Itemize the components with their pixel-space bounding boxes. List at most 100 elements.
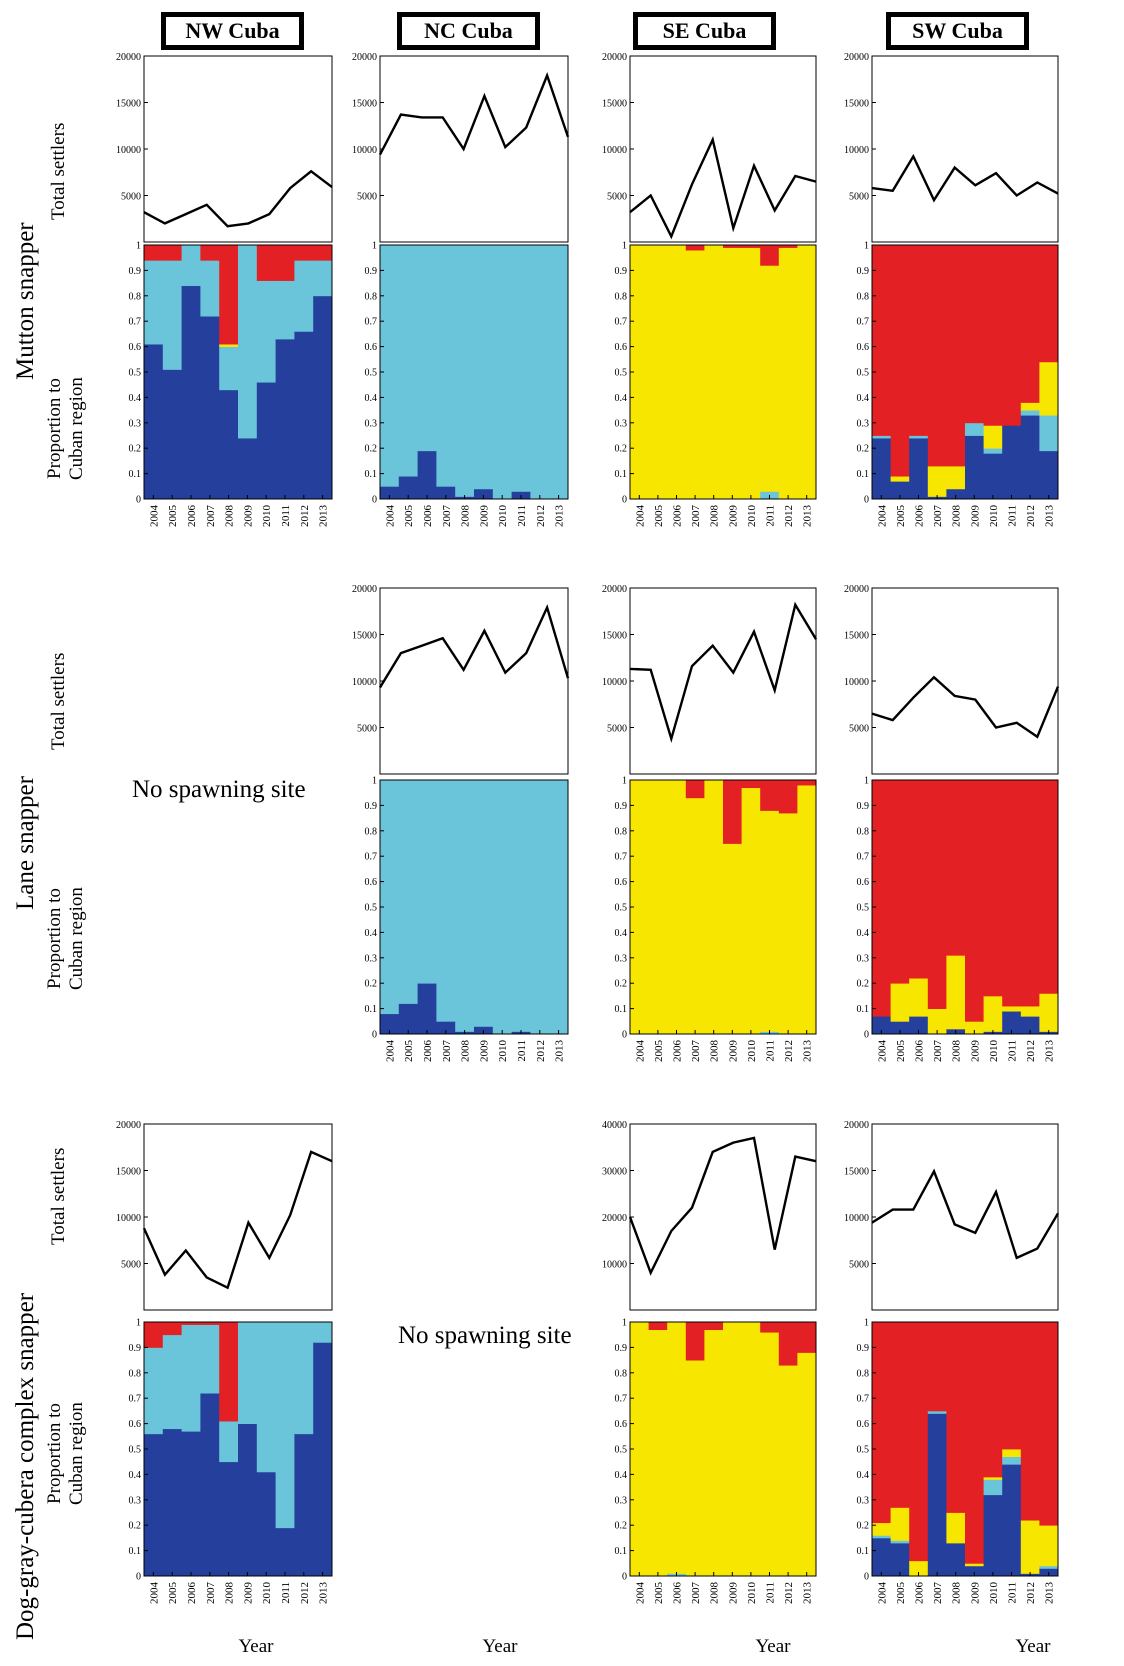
bar-segment-sw xyxy=(909,245,929,436)
x-tick-label: 2012 xyxy=(535,505,547,527)
bar-segment-nw xyxy=(417,450,437,500)
y-tick-label: 15000 xyxy=(116,1167,141,1178)
y-tick-label: 0.8 xyxy=(615,826,628,837)
line-panel-mutton-nc: 5000 10000 15000 20000 xyxy=(352,52,570,243)
bar-segment-se xyxy=(704,245,724,500)
axes-frame xyxy=(871,1123,1059,1311)
x-tick-label: 2009 xyxy=(969,505,981,528)
y-tick-label: 10000 xyxy=(844,677,869,688)
bar-segment-sw xyxy=(275,245,295,281)
y-tick-label: 0.1 xyxy=(365,1004,378,1015)
bar-segment-se xyxy=(1020,1520,1040,1574)
bar-segment-nw xyxy=(256,382,276,500)
y-tick-label: 0.3 xyxy=(129,1495,142,1506)
y-tick-label: 0.6 xyxy=(615,342,628,353)
bar-segment-nc xyxy=(256,1322,276,1473)
y-tick-label: 0.2 xyxy=(365,979,378,990)
y-tick-label: 10000 xyxy=(352,145,377,156)
bar-segment-nc xyxy=(398,245,418,477)
x-tick-label: 2010 xyxy=(746,1582,758,1605)
bar-segment-nw xyxy=(294,1433,314,1577)
ylabel-proportion-line1: Proportion to xyxy=(44,378,65,479)
x-tick-label: 2013 xyxy=(802,1582,814,1605)
bar-segment-sw xyxy=(1039,780,1059,994)
bar-segment-sw xyxy=(778,1322,798,1366)
y-tick-label: 20000 xyxy=(844,584,869,595)
x-tick-label: 2013 xyxy=(1044,1040,1056,1063)
bar-segment-nc xyxy=(417,780,437,984)
y-tick-label: 15000 xyxy=(116,99,141,110)
bar-segment-se xyxy=(667,780,687,1035)
y-tick-label: 20000 xyxy=(844,1120,869,1131)
bar-segment-nc xyxy=(238,245,258,439)
y-tick-label: 0.6 xyxy=(615,877,628,888)
y-tick-label: 0.9 xyxy=(857,801,870,812)
x-tick-label: 2010 xyxy=(497,505,509,528)
bar-segment-sw xyxy=(1002,780,1022,1007)
x-tick-label: 2009 xyxy=(727,1040,739,1063)
x-tick-label: 2007 xyxy=(932,1582,944,1605)
x-tick-label: 2008 xyxy=(709,505,721,528)
x-tick-label: 2011 xyxy=(765,505,777,527)
bar-segment-nw xyxy=(1020,415,1040,500)
y-tick-label: 0.6 xyxy=(129,342,142,353)
line-panel-dog-sw: 5000 10000 15000 20000 xyxy=(844,1120,1060,1311)
y-tick-label: 20000 xyxy=(844,52,869,63)
y-tick-label: 0 xyxy=(136,495,141,506)
y-tick-label: 0.4 xyxy=(857,928,870,939)
y-tick-label: 0.1 xyxy=(129,1546,142,1557)
y-tick-label: 0.1 xyxy=(365,469,378,480)
bar-segment-sw xyxy=(946,245,966,467)
x-tick-label: 2007 xyxy=(441,505,453,528)
bar-segment-nw xyxy=(436,486,456,500)
y-tick-label: 1 xyxy=(622,1318,627,1329)
y-tick-label: 0.3 xyxy=(615,953,628,964)
x-tick-label: 2007 xyxy=(205,1582,217,1605)
y-tick-label: 1 xyxy=(864,1318,869,1329)
x-tick-label: 2006 xyxy=(186,505,198,528)
y-tick-label: 30000 xyxy=(602,1167,627,1178)
x-tick-label: 2005 xyxy=(653,505,665,528)
bar-segment-nw xyxy=(1002,425,1022,500)
y-tick-label: 0.5 xyxy=(365,903,378,914)
y-tick-label: 0.7 xyxy=(129,317,142,328)
x-tick-label: 2004 xyxy=(148,1582,160,1605)
x-tick-label: 2013 xyxy=(802,1040,814,1063)
y-tick-label: 0.7 xyxy=(857,852,870,863)
y-tick-label: 1 xyxy=(622,776,627,787)
bar-segment-se xyxy=(685,250,705,500)
y-tick-label: 0.1 xyxy=(857,1546,870,1557)
bar-segment-sw xyxy=(760,1322,780,1333)
bar-segment-sw xyxy=(256,245,276,281)
x-tick-label: 2013 xyxy=(802,505,814,528)
bar-segment-se xyxy=(630,780,649,1035)
x-tick-label: 2005 xyxy=(403,505,415,528)
x-tick-label: 2013 xyxy=(318,1582,330,1605)
bar-segment-nw xyxy=(872,438,891,500)
x-tick-label: 2008 xyxy=(709,1582,721,1605)
bar-segment-nc xyxy=(983,1479,1003,1496)
y-tick-label: 0.1 xyxy=(857,469,870,480)
y-tick-label: 0.5 xyxy=(365,368,378,379)
bar-segment-nw xyxy=(181,285,201,500)
bar-segment-se xyxy=(890,1507,910,1541)
y-tick-label: 0.1 xyxy=(615,1546,628,1557)
y-tick-label: 0.9 xyxy=(615,266,628,277)
bar-segment-nc xyxy=(1039,415,1059,452)
header-se-cuba: SE Cuba xyxy=(633,12,776,50)
species-label-dog-gray: Dog-gray-cubera complex snapper xyxy=(12,1292,39,1640)
series-line xyxy=(871,675,1060,739)
bar-segment-sw xyxy=(872,1322,891,1524)
axes-frame xyxy=(629,1123,817,1311)
y-tick-label: 0.9 xyxy=(365,266,378,277)
y-tick-label: 0.5 xyxy=(857,368,870,379)
bar-panel-mutton-nc: 0 0.1 0.2 0.3 0.4 0.5 0.6 0.7 0.8 0.9 1 2004 2005 200… xyxy=(365,241,569,528)
x-tick-label: 2012 xyxy=(299,505,311,527)
y-tick-label: 0 xyxy=(864,1030,869,1041)
y-tick-label: 0.4 xyxy=(857,1470,870,1481)
bar-segment-sw xyxy=(946,780,966,956)
bar-segment-nc xyxy=(200,260,220,317)
bar-segment-sw xyxy=(723,245,742,248)
x-tick-label: 2004 xyxy=(634,1582,646,1605)
bar-segment-sw xyxy=(890,1322,910,1508)
